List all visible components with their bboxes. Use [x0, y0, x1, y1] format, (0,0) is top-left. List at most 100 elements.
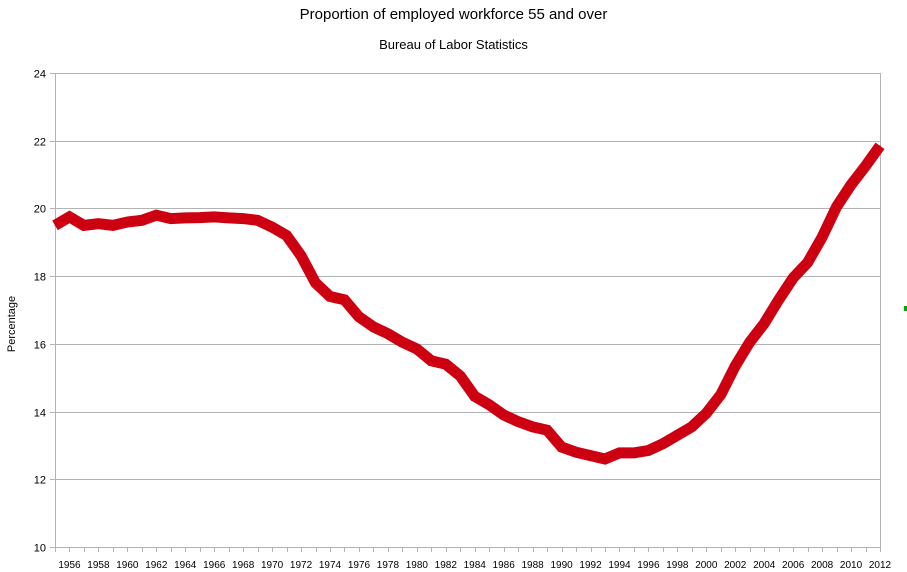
x-tick-label: 1998: [666, 560, 689, 571]
data-point: [445, 363, 447, 365]
data-point: [68, 216, 70, 218]
data-point: [430, 360, 432, 362]
x-tick-label: 2012: [869, 560, 892, 571]
legend-marker: [904, 306, 907, 311]
x-tick-label: 2004: [753, 560, 776, 571]
data-point: [618, 452, 620, 454]
data-point: [97, 223, 99, 225]
data-point: [315, 282, 317, 284]
data-point: [705, 412, 707, 414]
data-point: [865, 165, 867, 167]
data-point: [83, 224, 85, 226]
data-point: [575, 451, 577, 453]
data-point: [720, 394, 722, 396]
data-point: [850, 184, 852, 186]
data-point: [54, 224, 56, 226]
y-tick-label: 14: [34, 408, 46, 420]
data-point: [749, 341, 751, 343]
data-point: [300, 255, 302, 257]
data-point: [343, 299, 345, 301]
data-point: [271, 226, 273, 228]
data-point: [242, 218, 244, 220]
x-tick-label: 1970: [261, 560, 284, 571]
data-point: [155, 214, 157, 216]
data-point: [286, 235, 288, 237]
x-tick-label: 1994: [608, 560, 631, 571]
x-tick-label: 1964: [174, 560, 197, 571]
x-tick-label: 2006: [782, 560, 805, 571]
data-point: [763, 323, 765, 325]
data-point: [561, 446, 563, 448]
data-point: [459, 375, 461, 377]
data-point: [329, 295, 331, 297]
x-tick-label: 1976: [348, 560, 371, 571]
x-tick-label: 2002: [724, 560, 747, 571]
x-tick-label: 2000: [695, 560, 718, 571]
x-tick-label: 1990: [550, 560, 573, 571]
data-point: [778, 299, 780, 301]
data-point: [170, 218, 172, 220]
y-tick-label: 12: [34, 475, 46, 487]
data-point: [676, 434, 678, 436]
data-point: [257, 219, 259, 221]
data-point: [401, 341, 403, 343]
y-tick-label: 10: [34, 543, 46, 555]
data-point: [503, 414, 505, 416]
data-point: [199, 217, 201, 219]
data-point: [474, 395, 476, 397]
data-point: [792, 277, 794, 279]
x-tick-label: 1986: [493, 560, 516, 571]
x-tick-label: 1974: [319, 560, 342, 571]
data-point: [358, 316, 360, 318]
x-tick-label: 1988: [522, 560, 545, 571]
data-point: [821, 236, 823, 238]
chart-title: Proportion of employed workforce 55 and …: [299, 6, 608, 23]
data-point: [807, 262, 809, 264]
data-point: [879, 145, 881, 147]
data-point: [662, 443, 664, 445]
x-tick-label: 1984: [464, 560, 487, 571]
data-point: [836, 206, 838, 208]
data-point: [213, 216, 215, 218]
x-tick-label: 1978: [377, 560, 400, 571]
data-point: [647, 450, 649, 452]
x-tick-label: 1972: [290, 560, 313, 571]
x-tick-label: 1960: [116, 560, 139, 571]
data-point: [590, 455, 592, 457]
x-tick-label: 1962: [145, 560, 168, 571]
x-tick-label: 1992: [579, 560, 602, 571]
x-tick-label: 2010: [840, 560, 863, 571]
x-tick-label: 2008: [811, 560, 834, 571]
y-tick-label: 22: [34, 137, 46, 149]
data-point: [488, 404, 490, 406]
x-tick-label: 1966: [203, 560, 226, 571]
data-point: [126, 221, 128, 223]
data-point: [372, 326, 374, 328]
x-tick-label: 1982: [435, 560, 458, 571]
y-tick-label: 16: [34, 340, 46, 352]
x-tick-label: 1958: [87, 560, 110, 571]
x-tick-label: 1996: [637, 560, 660, 571]
data-point: [532, 426, 534, 428]
y-tick-label: 24: [34, 69, 46, 81]
y-tick-label: 20: [34, 204, 46, 216]
data-point: [517, 421, 519, 423]
x-tick-label: 1968: [232, 560, 255, 571]
data-point: [184, 217, 186, 219]
chart-subtitle: Bureau of Labor Statistics: [379, 37, 528, 52]
data-point: [604, 458, 606, 460]
x-tick-label: 1956: [58, 560, 81, 571]
data-point: [633, 452, 635, 454]
data-point: [112, 224, 114, 226]
data-point: [691, 426, 693, 428]
data-point: [387, 333, 389, 335]
x-tick-label: 1980: [406, 560, 429, 571]
data-point: [228, 217, 230, 219]
data-point: [734, 365, 736, 367]
data-point: [416, 348, 418, 350]
series-line: [52, 142, 885, 465]
data-point: [141, 219, 143, 221]
y-tick-label: 18: [34, 272, 46, 284]
data-point: [546, 429, 548, 431]
